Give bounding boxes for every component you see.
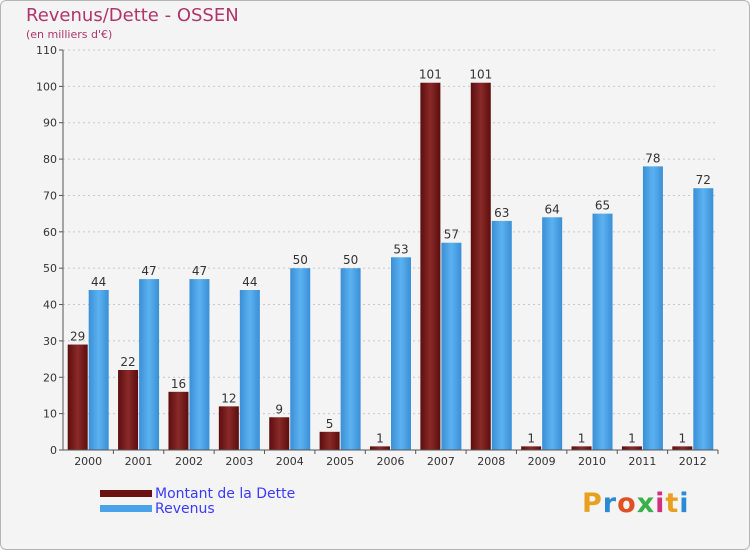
- bar-revenus: [391, 257, 411, 450]
- x-tick-label: 2001: [125, 455, 153, 468]
- y-tick-label: 50: [43, 262, 57, 275]
- y-tick-label: 0: [50, 444, 57, 457]
- bar-revenus: [189, 279, 210, 450]
- data-label-dette: 5: [326, 417, 334, 431]
- data-label-revenus: 64: [545, 202, 560, 216]
- x-tick-label: 2005: [326, 455, 354, 468]
- y-tick-label: 70: [43, 189, 57, 202]
- bar-dette: [521, 446, 542, 450]
- x-tick-label: 2000: [74, 455, 102, 468]
- bar-revenus: [642, 166, 663, 450]
- data-label-dette: 12: [221, 391, 236, 405]
- data-label-dette: 9: [275, 402, 283, 416]
- data-label-dette: 29: [70, 330, 85, 344]
- data-label-revenus: 50: [293, 253, 308, 267]
- x-tick-label: 2004: [276, 455, 304, 468]
- bar-revenus: [88, 290, 109, 450]
- y-tick-label: 90: [43, 117, 57, 130]
- data-label-dette: 101: [469, 68, 492, 82]
- bar-dette: [470, 82, 491, 451]
- x-tick-label: 2011: [628, 455, 656, 468]
- bar-dette: [420, 82, 441, 451]
- bar-revenus: [340, 268, 361, 450]
- y-tick-label: 10: [43, 408, 57, 421]
- legend-label-revenus: Revenus: [155, 500, 215, 517]
- chart-subtitle: (en milliers d'€): [26, 28, 113, 41]
- logo-letter: r: [602, 488, 618, 519]
- y-tick-label: 100: [36, 80, 57, 93]
- logo-letter: P: [582, 488, 603, 519]
- data-label-revenus: 50: [343, 253, 358, 267]
- data-label-revenus: 72: [696, 173, 711, 187]
- data-label-revenus: 44: [91, 275, 106, 289]
- logo-letter: i: [655, 488, 666, 519]
- bar-dette: [168, 391, 189, 450]
- bar-revenus: [491, 220, 512, 450]
- data-label-revenus: 57: [444, 228, 459, 242]
- bar-dette: [621, 446, 642, 450]
- bar-revenus: [441, 242, 462, 450]
- data-label-revenus: 63: [494, 206, 509, 220]
- bar-dette: [67, 344, 88, 450]
- bar-dette: [269, 417, 290, 450]
- x-tick-label: 2006: [377, 455, 405, 468]
- y-tick-label: 20: [43, 371, 57, 384]
- x-tick-label: 2002: [175, 455, 203, 468]
- data-label-dette: 22: [120, 355, 135, 369]
- bar-dette: [571, 446, 592, 450]
- legend-item-debt: Montant de la Dette: [100, 485, 296, 502]
- data-label-dette: 1: [678, 431, 686, 445]
- bar-revenus: [290, 268, 311, 450]
- legend-swatch-debt: [100, 490, 152, 497]
- data-label-revenus: 65: [595, 199, 610, 213]
- legend: Montant de la Dette Revenus: [100, 485, 296, 517]
- data-label-revenus: 78: [645, 151, 660, 165]
- legend-swatch-revenus: [100, 505, 152, 512]
- logo-letter: x: [636, 488, 656, 519]
- logo-letter: i: [679, 488, 690, 519]
- data-label-revenus: 44: [242, 275, 257, 289]
- data-label-dette: 1: [376, 431, 384, 445]
- logo-letter: t: [665, 488, 680, 519]
- x-tick-label: 2003: [225, 455, 253, 468]
- logo-letter: o: [617, 488, 637, 519]
- bar-revenus: [139, 279, 160, 450]
- x-tick-label: 2010: [578, 455, 606, 468]
- bar-dette: [118, 370, 139, 450]
- bar-dette: [370, 446, 390, 450]
- y-tick-label: 40: [43, 299, 57, 312]
- y-tick-label: 80: [43, 153, 57, 166]
- legend-label-debt: Montant de la Dette: [155, 485, 296, 502]
- x-tick-label: 2009: [528, 455, 556, 468]
- bar-dette: [672, 446, 693, 450]
- x-tick-label: 2012: [679, 455, 707, 468]
- data-label-revenus: 53: [393, 242, 408, 256]
- data-label-dette: 1: [578, 431, 586, 445]
- y-tick-label: 30: [43, 335, 57, 348]
- bar-revenus: [542, 217, 563, 450]
- bar-dette: [319, 431, 340, 450]
- x-tick-label: 2007: [427, 455, 455, 468]
- data-label-revenus: 47: [141, 264, 156, 278]
- y-tick-label: 60: [43, 226, 57, 239]
- chart-title: Revenus/Dette - OSSEN: [26, 5, 239, 26]
- data-label-dette: 16: [171, 377, 186, 391]
- bar-revenus: [239, 290, 260, 450]
- data-label-revenus: 47: [192, 264, 207, 278]
- data-label-dette: 101: [419, 68, 442, 82]
- bar-revenus: [592, 213, 613, 450]
- x-tick-label: 2008: [477, 455, 505, 468]
- proxiti-logo: Proxiti: [582, 488, 690, 519]
- legend-item-revenus: Revenus: [100, 500, 295, 517]
- data-label-dette: 1: [527, 431, 535, 445]
- bar-dette: [218, 406, 239, 450]
- data-label-dette: 1: [628, 431, 636, 445]
- y-tick-label: 110: [36, 44, 57, 57]
- bar-revenus: [693, 188, 714, 450]
